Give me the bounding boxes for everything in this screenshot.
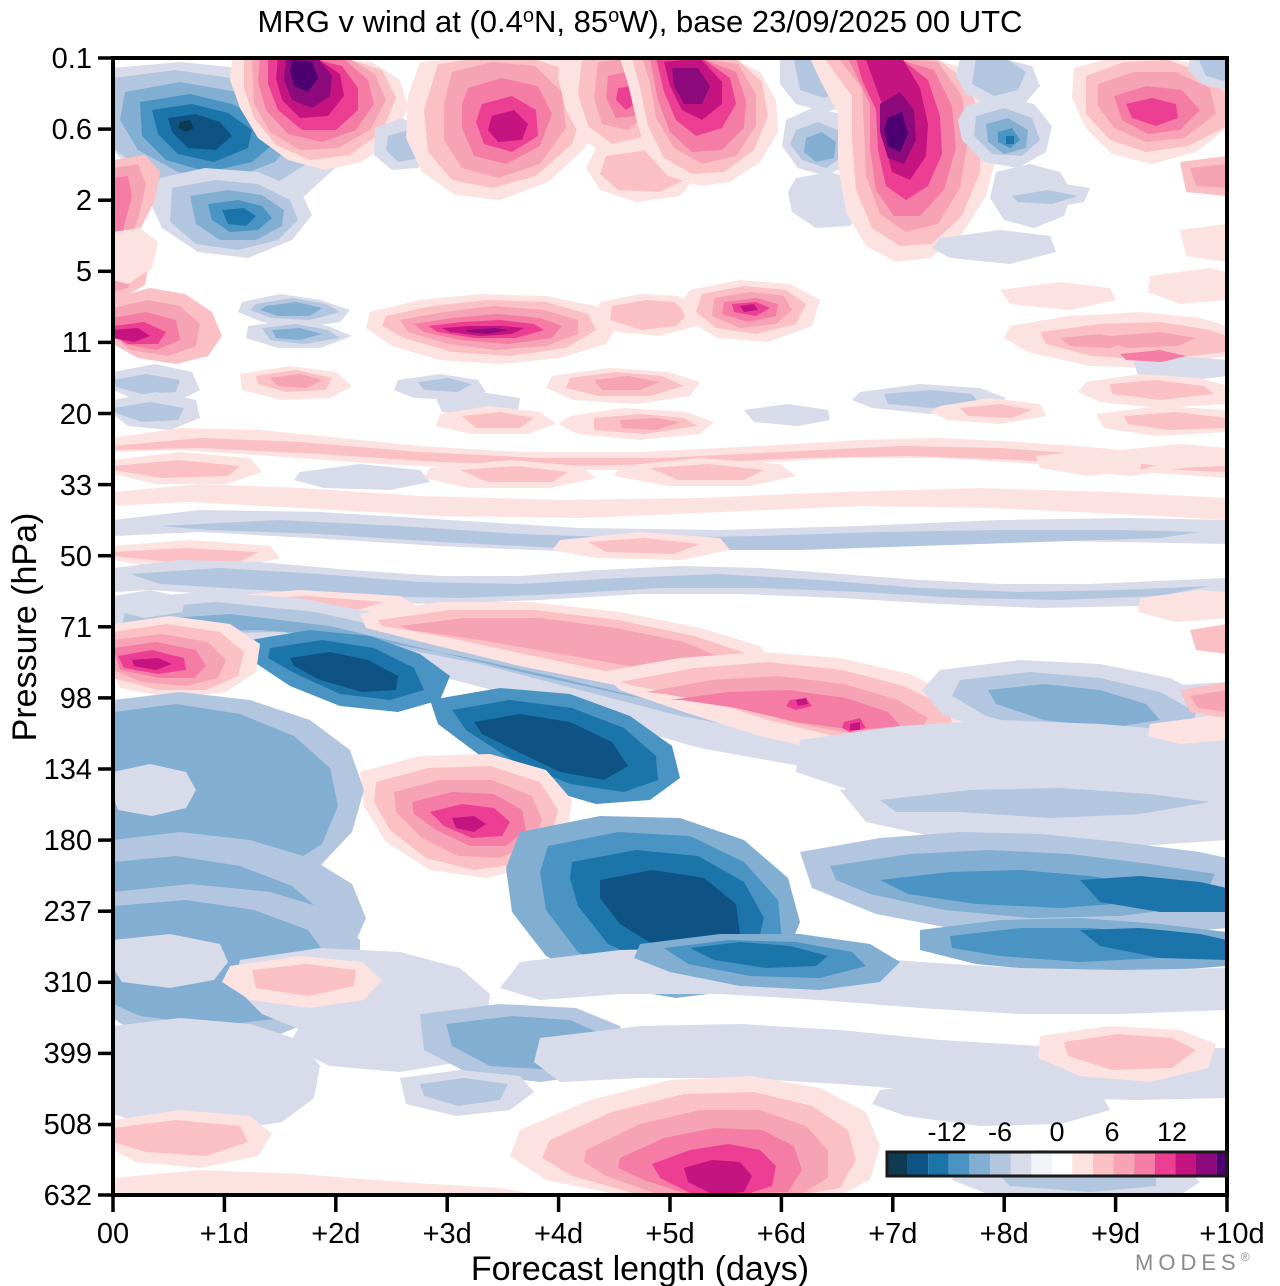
y-tick-label: 632 [44,1180,92,1212]
x-tick-label: +7d [868,1218,917,1250]
x-axis-tick-labels: 00 +1d +2d +3d +4d +5d +6d +7d +8d +9d +… [97,1218,1265,1250]
y-tick-label: 20 [60,399,92,431]
x-axis-title: Forecast length (days) [471,1250,809,1286]
x-tick-label: +3d [423,1218,472,1250]
x-tick-label: +5d [645,1218,694,1250]
y-tick-label: 237 [44,896,92,928]
y-tick-label: 508 [44,1109,92,1141]
modes-watermark: MODES® [1135,1250,1255,1275]
colorbar-tick-label: -12 [927,1117,966,1147]
y-tick-label: 134 [44,754,92,786]
y-tick-label: 180 [44,825,92,857]
y-tick-label: 5 [76,256,92,288]
x-tick-label: +10d [1199,1218,1264,1250]
x-tick-label: +1d [200,1218,249,1250]
x-tick-label: 00 [97,1218,129,1250]
y-axis-tick-labels: 0.1 0.6 2 5 11 20 33 50 71 98 134 180 23… [44,43,92,1212]
colorbar-swatches [887,1152,1227,1176]
y-tick-label: 50 [60,541,92,573]
colorbar-tick-labels: -12 -6 0 6 12 [927,1117,1187,1147]
x-tick-label: +2d [311,1218,360,1250]
y-tick-label: 33 [60,470,92,502]
x-tick-label: +9d [1091,1218,1140,1250]
chart-title: MRG v wind at (0.4oN, 85oW), base 23/09/… [258,4,1023,39]
x-tick-label: +4d [534,1218,583,1250]
x-tick-label: +8d [980,1218,1029,1250]
colorbar-tick-label: 6 [1104,1117,1119,1147]
x-tick-label: +6d [757,1218,806,1250]
colorbar-tick-label: -6 [988,1117,1012,1147]
y-tick-label: 0.6 [52,114,92,146]
y-tick-label: 11 [62,327,92,359]
y-axis-ticks [98,56,113,1197]
colorbar-tick-label: 12 [1157,1117,1187,1147]
y-tick-label: 399 [44,1038,92,1070]
x-axis-ticks [111,1195,1229,1212]
y-tick-label: 98 [60,683,92,715]
colorbar-tick-label: 0 [1049,1117,1064,1147]
y-axis-title: Pressure (hPa) [6,513,44,742]
y-tick-label: 71 [60,612,92,644]
y-tick-label: 0.1 [52,43,92,75]
colorbar: -12 -6 0 6 12 [885,1117,1229,1178]
y-tick-label: 2 [76,185,92,217]
contour-field [113,58,1227,1195]
y-tick-label: 310 [44,967,92,999]
